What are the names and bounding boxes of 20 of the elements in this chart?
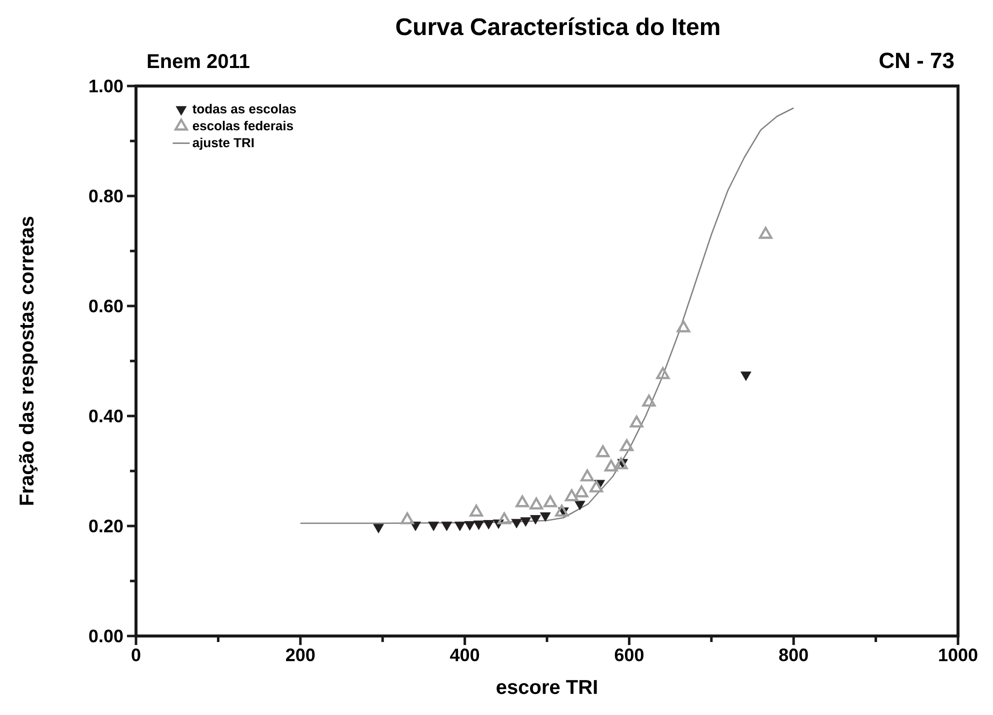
y-tick-label: 1.00 — [90, 80, 123, 92]
y-tick-label: 0.60 — [89, 300, 123, 312]
y-tick-label: 0.80 — [89, 190, 123, 202]
text: Enem 2011 — [148, 54, 250, 68]
y-axis-title: Fração das respostas corretas — [18, 216, 38, 505]
x-tick-label: 600 — [614, 648, 644, 662]
legend-label: escolas federais — [192, 120, 293, 130]
y-tick-label: 0.40 — [89, 410, 123, 422]
chart-title: Curva Característica do Item — [396, 17, 720, 36]
x-tick-label: 200 — [286, 648, 315, 662]
x-tick-label: 800 — [779, 648, 808, 662]
legend-label: todas as escolas — [192, 104, 296, 114]
y-tick-label: 0.00 — [89, 630, 123, 642]
y-tick-label: 0.20 — [89, 520, 123, 532]
text: CN - 73 — [880, 52, 954, 68]
legend-label: ajuste TRI — [192, 138, 254, 150]
x-tick-label: 0 — [132, 648, 140, 662]
x-axis-title: escore TRI — [496, 680, 597, 694]
x-tick-label: 1000 — [939, 648, 978, 662]
x-tick-label: 400 — [450, 648, 480, 662]
